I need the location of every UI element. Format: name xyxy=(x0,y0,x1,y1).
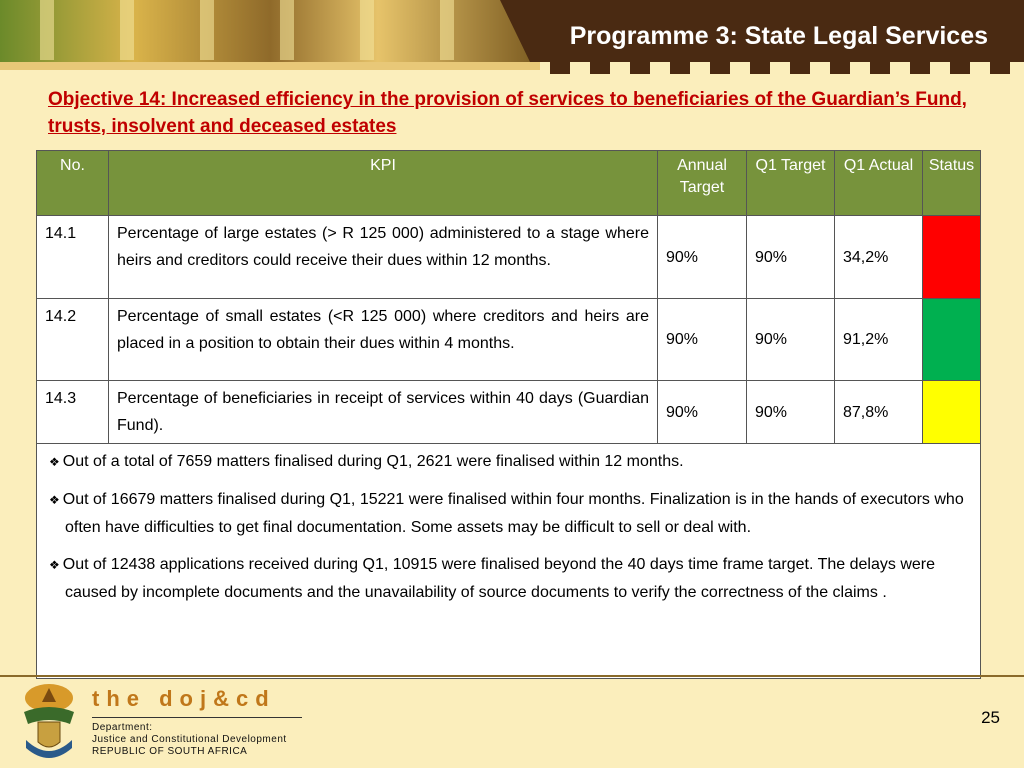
table-row: 14.2 Percentage of small estates (<R 125 … xyxy=(36,298,981,381)
table-cell: 34,2% xyxy=(834,215,923,299)
note: Out of 16679 matters finalised during Q1… xyxy=(47,486,972,541)
table-cell: 14.2 xyxy=(36,298,109,381)
banner xyxy=(0,0,1024,74)
brand-rule xyxy=(92,717,302,718)
table-cell: Percentage of beneficiaries in receipt o… xyxy=(108,380,658,444)
table-cell: 14.1 xyxy=(36,215,109,299)
objective: Objective 14: Increased efficiency in th… xyxy=(48,89,967,137)
note: Out of 12438 applications received durin… xyxy=(47,551,972,606)
header-cell: No. xyxy=(36,150,109,216)
coat-of-arms xyxy=(24,684,74,758)
note: Out of a total of 7659 matters finalised… xyxy=(47,448,972,476)
table-cell: Percentage of small estates (<R 125 000)… xyxy=(108,298,658,381)
department-line: REPUBLIC OF SOUTH AFRICA xyxy=(92,746,248,757)
status-cell xyxy=(922,215,981,299)
header-cell: Q1 Target xyxy=(746,150,835,216)
header-cell: Annual Target xyxy=(657,150,747,216)
kpi-table: No. KPI Annual Target Q1 Target Q1 Actua… xyxy=(36,150,981,679)
slide-title: Programme 3: State Legal Services xyxy=(569,22,988,50)
table-cell: Percentage of large estates (> R 125 000… xyxy=(108,215,658,299)
table-cell: 87,8% xyxy=(834,380,923,444)
table-cell: 90% xyxy=(746,215,835,299)
table-row: 14.1 Percentage of large estates (> R 125… xyxy=(36,215,981,299)
header-cell: KPI xyxy=(108,150,658,216)
table-body: 14.1 Percentage of large estates (> R 125… xyxy=(36,215,981,679)
header-cell: Q1 Actual xyxy=(834,150,923,216)
department-line: Department: xyxy=(92,722,153,733)
header-cell: Status xyxy=(922,150,981,216)
brand: the doj&cd xyxy=(92,686,276,711)
table-cell: 91,2% xyxy=(834,298,923,381)
department: Department: Justice and Constitutional D… xyxy=(92,722,287,758)
notes-row: Out of a total of 7659 matters finalised… xyxy=(36,443,981,679)
header-row: No. KPI Annual Target Q1 Target Q1 Actua… xyxy=(36,150,981,216)
status-cell xyxy=(922,298,981,381)
table-cell: 14.3 xyxy=(36,380,109,444)
table-cell: 90% xyxy=(657,380,747,444)
status-cell xyxy=(922,380,981,444)
table-row: 14.3 Percentage of beneficiaries in recei… xyxy=(36,380,981,444)
table-cell: 90% xyxy=(746,298,835,381)
table-cell: 90% xyxy=(657,215,747,299)
department-line: Justice and Constitutional Development xyxy=(92,734,287,745)
notes-cell: Out of a total of 7659 matters finalised… xyxy=(36,443,981,679)
page-number: 25 xyxy=(981,708,1000,727)
table-cell: 90% xyxy=(746,380,835,444)
table-cell: 90% xyxy=(657,298,747,381)
footer-line xyxy=(0,675,1024,677)
